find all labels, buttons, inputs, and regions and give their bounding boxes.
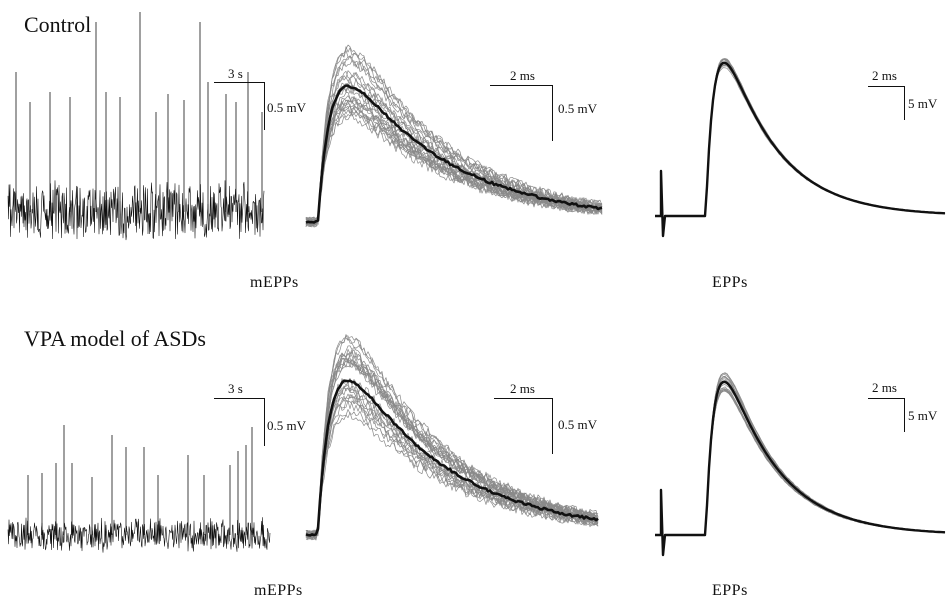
mepp-individual-trace (305, 381, 599, 538)
section-title-vpa: VPA model of ASDs (24, 326, 206, 351)
epp-mean-trace (655, 61, 946, 238)
mepp-individual-trace (305, 357, 599, 541)
scalebar-time-bar (214, 398, 264, 399)
epp-individual-trace (655, 389, 946, 556)
scalebar-time-bar (868, 398, 904, 399)
scalebar-amp-label: 5 mV (908, 408, 938, 423)
mepp-individual-trace (305, 105, 603, 227)
caption-mepps-vpa: mEPPs (254, 582, 303, 599)
mepp-individual-trace (306, 400, 599, 541)
mepp-overlay-control (305, 44, 603, 228)
section-title-control: Control (24, 12, 92, 37)
scalebar-amp-label: 5 mV (908, 96, 938, 111)
noise-trace (7, 517, 271, 553)
scalebar-time-bar (868, 86, 904, 87)
mepp-individual-trace (305, 409, 599, 540)
raw-trace-control (7, 12, 265, 241)
caption-mepps-control: mEPPs (250, 274, 299, 291)
scalebar-amp-bar (904, 398, 905, 432)
mepp-individual-trace (305, 46, 603, 225)
mepp-individual-trace (305, 96, 603, 227)
scalebar-time-label: 2 ms (872, 68, 897, 83)
scalebar-amp-bar (552, 85, 553, 141)
scalebar-amp-bar (904, 86, 905, 120)
mepp-individual-trace (305, 44, 603, 225)
scalebar-time-label: 2 ms (510, 381, 535, 396)
mepp-individual-trace (305, 112, 603, 228)
mepp-individual-trace (305, 334, 599, 540)
raw-trace-vpa (7, 425, 271, 553)
scalebar-time-bar (214, 82, 264, 83)
epp-overlay-control (655, 58, 946, 238)
epp-mean-trace (655, 380, 946, 557)
mepp-overlay-vpa (305, 334, 599, 541)
scalebar-amp-bar (264, 398, 265, 446)
scalebar-amp-label: 0.5 mV (267, 100, 306, 115)
scalebar-time-label: 3 s (228, 381, 243, 396)
epp-individual-trace (655, 390, 946, 556)
scalebar-time-label: 3 s (228, 66, 243, 81)
mepp-individual-trace (305, 105, 603, 227)
mepp-mean-trace (305, 84, 603, 224)
mepp-individual-trace (305, 349, 599, 539)
epp-individual-trace (655, 388, 946, 556)
mepp-mean-trace (305, 379, 599, 537)
scalebar-time-bar (494, 398, 552, 399)
scalebar-time-bar (490, 85, 552, 86)
epp-individual-trace (655, 390, 946, 556)
scalebar-time-label: 2 ms (872, 380, 897, 395)
scalebar-amp-bar (264, 82, 265, 130)
caption-epps-vpa: EPPs (712, 582, 748, 599)
epp-overlay-vpa (655, 372, 946, 557)
caption-epps-control: EPPs (712, 274, 748, 291)
scalebar-time-label: 2 ms (510, 68, 535, 83)
mepp-individual-trace (305, 399, 599, 539)
scalebar-amp-label: 0.5 mV (267, 418, 306, 433)
scalebar-amp-bar (552, 398, 553, 454)
noise-trace (7, 180, 265, 241)
scalebar-amp-label: 0.5 mV (558, 417, 597, 432)
epp-individual-trace (655, 389, 946, 556)
mepp-individual-trace (305, 412, 599, 539)
mepp-individual-trace (305, 335, 599, 537)
scalebar-amp-label: 0.5 mV (558, 101, 597, 116)
